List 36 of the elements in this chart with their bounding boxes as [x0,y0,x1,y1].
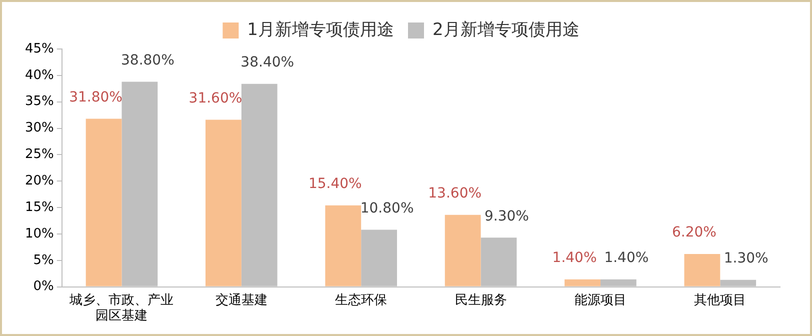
legend-label: 1月新增专项债用途 [247,20,394,40]
y-tick-label: 35% [24,94,54,110]
y-tick-label: 20% [24,173,54,188]
y-tick-label: 5% [33,252,54,268]
legend-label: 2月新增专项债用途 [432,20,580,40]
bar [206,120,242,286]
x-tick-label: 生态环保 [335,292,388,308]
x-tick-label: 民生服务 [454,292,507,308]
y-tick-label: 10% [24,226,54,242]
data-label: 31.60% [188,90,242,106]
data-label: 31.80% [69,89,122,106]
data-label: 38.80% [120,52,174,68]
data-label: 13.60% [428,186,482,202]
data-label: 10.80% [360,200,414,216]
data-label: 9.30% [484,208,529,224]
y-tick-label: 40% [24,68,54,83]
data-label: 15.40% [308,176,362,192]
x-tick-label: 其他项目 [694,292,746,308]
y-tick-label: 15% [24,200,54,215]
bar [325,205,362,286]
x-tick-label: 城乡、市政、产业园区基建 [68,292,174,324]
x-tick-label: 能源项目 [574,292,626,308]
data-label: 6.20% [672,224,716,241]
bar [444,214,481,286]
y-tick-label: 0% [33,279,54,294]
y-tick-label: 25% [24,147,54,162]
y-tick-label: 30% [24,120,54,136]
y-tick-label: 45% [24,41,54,56]
x-tick-label: 交通基建 [215,292,268,308]
bar [86,118,122,286]
data-label: 1.40% [604,250,649,266]
data-label: 1.30% [724,250,768,267]
bar [564,279,600,286]
bar [684,254,720,286]
data-label: 1.40% [552,250,597,266]
data-label: 38.40% [240,54,294,71]
